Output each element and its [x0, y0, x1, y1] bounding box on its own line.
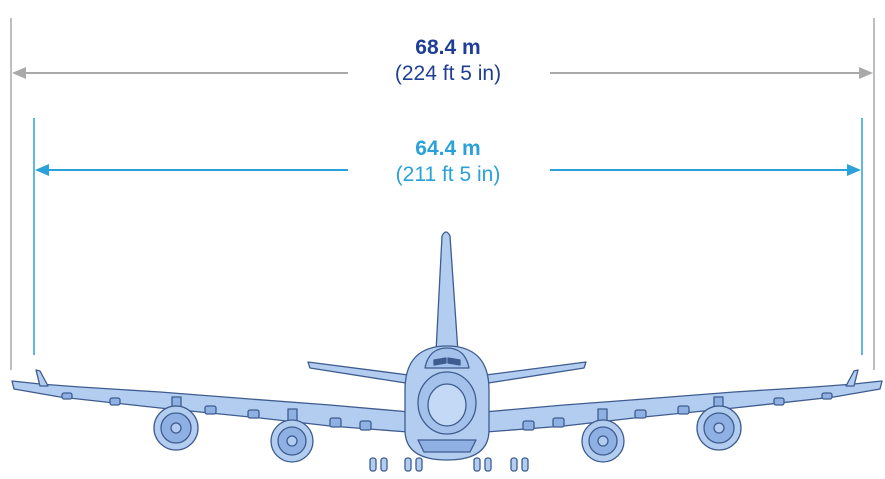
outer-span-label: 68.4 m (224 ft 5 in)	[328, 35, 568, 87]
horizontal-stabilizer-left	[307, 361, 417, 385]
outer-dimension	[10, 18, 875, 370]
inner-arrowhead-left	[35, 164, 49, 176]
inner-dimension	[33, 118, 863, 355]
outer-span-metric: 68.4 m	[415, 36, 481, 59]
engine-inboard-left	[270, 419, 314, 463]
nose-radome-inner	[427, 383, 467, 427]
inner-span-label: 64.4 m (211 ft 5 in)	[328, 136, 568, 188]
inner-span-metric: 64.4 m	[415, 137, 481, 160]
engine-outboard-left	[153, 405, 199, 451]
horizontal-stabilizer-right	[477, 361, 587, 385]
outer-span-imperial: (224 ft 5 in)	[394, 62, 502, 85]
inner-arrowhead-right	[847, 164, 861, 176]
cockpit-windows	[433, 357, 461, 366]
engine-inboard-right	[581, 419, 625, 463]
inner-span-imperial: (211 ft 5 in)	[395, 163, 501, 186]
engine-outboard-right	[696, 405, 742, 451]
winglet-right	[845, 369, 859, 387]
landing-gear	[369, 457, 529, 472]
outer-arrowhead-left	[12, 67, 26, 79]
aircraft-front-view	[11, 231, 883, 472]
vertical-stabilizer	[435, 231, 459, 353]
outer-arrowhead-right	[859, 67, 873, 79]
flap-fairings-right	[522, 392, 833, 431]
winglet-left	[35, 369, 49, 387]
flap-fairings-left	[61, 392, 372, 431]
wing-root-fairing	[417, 439, 477, 453]
